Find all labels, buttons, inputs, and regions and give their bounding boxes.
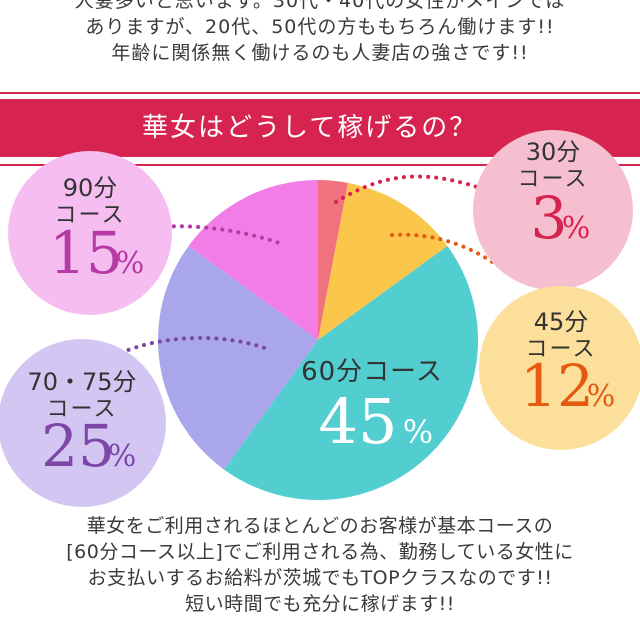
connector-line-0	[334, 174, 482, 204]
course-suffix: コース	[518, 167, 589, 192]
outro-text: 華女をご利用されるほとんどのお客様が基本コースの [60分コース以上]でご利用さ…	[0, 513, 640, 617]
value-label: 3	[531, 184, 568, 252]
percent-sign: %	[403, 413, 433, 451]
outro-line: 短い時間でも充分に稼げます!!	[185, 593, 455, 615]
course-suffix: コース	[55, 203, 126, 228]
chart-title: 華女はどうして稼げるの？	[142, 113, 478, 143]
outro-line: お支払いするお給料が茨城でもTOPクラスなのです!!	[87, 567, 553, 589]
label-bubble	[479, 286, 640, 450]
percent-sign: %	[108, 439, 137, 474]
pie-slice-3	[157, 245, 318, 470]
label-bubble	[473, 130, 633, 290]
percent-sign: %	[562, 211, 591, 246]
value-label: 25	[41, 412, 115, 480]
pie-slice-4	[188, 180, 318, 340]
banner-bottom-rule	[0, 164, 640, 166]
intro-text: 人妻多いと思います。30代・40代の女性がメインでは ありますが、20代、50代…	[0, 0, 640, 66]
course-label: 45分	[534, 308, 589, 336]
label-bubble	[0, 339, 166, 507]
course-suffix: コース	[47, 397, 118, 422]
course-label: 60分コース	[301, 357, 443, 387]
outro-line: 華女をご利用されるほとんどのお客様が基本コースの	[86, 515, 554, 537]
pie-slice-1	[318, 182, 448, 340]
course-label: 30分	[526, 138, 581, 166]
intro-line: ありますが、20代、50代の方ももちろん働けます!!	[85, 16, 555, 38]
course-label: 90分	[63, 174, 118, 202]
value-label: 12	[520, 352, 594, 420]
percent-sign: %	[587, 379, 616, 414]
banner-top-rule	[0, 92, 640, 94]
value-label: 15	[49, 219, 123, 287]
course-label: 70・75分	[27, 368, 136, 396]
pie-slice-0	[318, 180, 348, 340]
pie-slice-2	[223, 245, 478, 500]
intro-line: 人妻多いと思います。30代・40代の女性がメインでは	[74, 0, 566, 12]
intro-line: 年齢に関係無く働けるのも人妻店の強さです!!	[111, 42, 529, 64]
value-label: 45	[319, 385, 398, 458]
outro-line: [60分コース以上]でご利用される為、勤務している女性に	[66, 541, 574, 563]
title-banner: 華女はどうして稼げるの？	[0, 99, 640, 157]
label-bubble	[8, 151, 172, 315]
course-suffix: コース	[526, 337, 597, 362]
percent-sign: %	[116, 246, 145, 281]
